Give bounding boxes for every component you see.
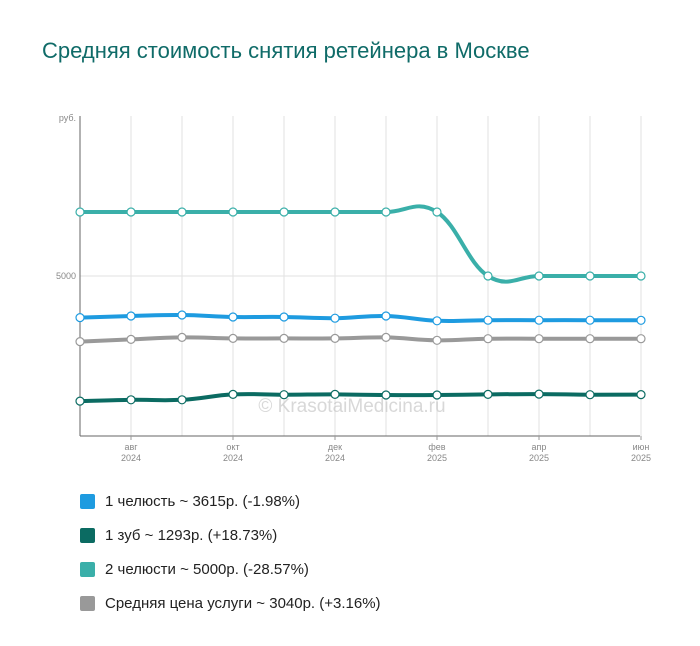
data-point: [636, 390, 646, 400]
legend-label: 1 зуб ~ 1293р. (+18.73%): [105, 526, 278, 544]
data-point: [330, 333, 340, 343]
legend-swatch: [80, 527, 95, 543]
legend-label: 1 челюсть ~ 3615р. (-1.98%): [105, 492, 301, 510]
data-point: [126, 311, 136, 321]
legend: 1 челюсть ~ 3615р. (-1.98%) 1 зуб ~ 1293…: [80, 484, 381, 620]
data-point: [534, 271, 544, 281]
legend-item[interactable]: 1 челюсть ~ 3615р. (-1.98%): [80, 484, 381, 518]
x-tick-year: 2025: [529, 453, 549, 463]
data-point: [585, 334, 595, 344]
legend-swatch: [80, 561, 95, 577]
data-point: [432, 316, 442, 326]
x-tick-label: авг: [124, 442, 138, 452]
data-point: [636, 315, 646, 325]
data-point: [381, 332, 391, 342]
data-point: [126, 334, 136, 344]
data-point: [636, 271, 646, 281]
data-point: [177, 207, 187, 217]
data-point: [483, 271, 493, 281]
data-point: [534, 334, 544, 344]
axes: [79, 116, 642, 440]
data-point: [432, 335, 442, 345]
data-point: [177, 395, 187, 405]
data-point: [585, 315, 595, 325]
series-line: [78, 335, 643, 344]
series-lines: [78, 204, 643, 404]
x-tick-year: 2025: [427, 453, 447, 463]
legend-swatch: [80, 493, 95, 509]
data-point: [483, 389, 493, 399]
data-point: [534, 389, 544, 399]
data-point: [228, 333, 238, 343]
data-point: [279, 333, 289, 343]
tick-labels: 5000авг2024окт2024дек2024фев2025апр2025и…: [56, 271, 651, 463]
x-tick-label: апр: [532, 442, 547, 452]
data-point: [228, 312, 238, 322]
data-point: [126, 207, 136, 217]
y-tick-label: 5000: [56, 271, 76, 281]
x-tick-year: 2024: [325, 453, 345, 463]
data-point: [432, 207, 442, 217]
data-point: [330, 207, 340, 217]
x-tick-label: окт: [226, 442, 239, 452]
data-point: [279, 312, 289, 322]
series-line: [78, 312, 643, 324]
data-point: [432, 390, 442, 400]
data-point: [75, 396, 85, 406]
data-point: [534, 315, 544, 325]
legend-swatch: [80, 595, 95, 611]
chart-title: Средняя стоимость снятия ретейнера в Мос…: [42, 38, 530, 63]
data-point: [279, 207, 289, 217]
series-line: [78, 204, 643, 284]
x-tick-year: 2024: [121, 453, 141, 463]
series-points: [75, 207, 646, 406]
data-point: [483, 315, 493, 325]
data-point: [228, 389, 238, 399]
watermark: © KrasotaiMedicina.ru: [258, 396, 445, 417]
data-point: [177, 332, 187, 342]
data-point: [75, 207, 85, 217]
data-point: [483, 334, 493, 344]
data-point: [381, 311, 391, 321]
data-point: [636, 334, 646, 344]
data-point: [330, 389, 340, 399]
legend-item[interactable]: 2 челюсти ~ 5000р. (-28.57%): [80, 552, 381, 586]
data-point: [585, 390, 595, 400]
data-point: [381, 207, 391, 217]
series-line: [78, 392, 643, 404]
data-point: [330, 313, 340, 323]
x-tick-year: 2024: [223, 453, 243, 463]
data-point: [75, 313, 85, 323]
data-point: [177, 310, 187, 320]
legend-label: Средняя цена услуги ~ 3040р. (+3.16%): [105, 594, 381, 612]
data-point: [279, 390, 289, 400]
data-point: [75, 337, 85, 347]
data-point: [585, 271, 595, 281]
data-point: [228, 207, 238, 217]
data-point: [381, 390, 391, 400]
legend-item[interactable]: 1 зуб ~ 1293р. (+18.73%): [80, 518, 381, 552]
y-axis-label: руб.: [59, 113, 76, 123]
x-tick-label: дек: [328, 442, 342, 452]
legend-item[interactable]: Средняя цена услуги ~ 3040р. (+3.16%): [80, 586, 381, 620]
legend-label: 2 челюсти ~ 5000р. (-28.57%): [105, 560, 309, 578]
x-tick-label: июн: [633, 442, 650, 452]
x-tick-year: 2025: [631, 453, 651, 463]
data-point: [126, 395, 136, 405]
x-tick-label: фев: [428, 442, 445, 452]
